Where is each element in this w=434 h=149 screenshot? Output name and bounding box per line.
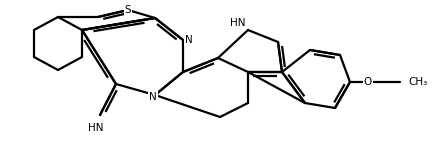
Text: HN: HN (230, 18, 246, 28)
Text: O: O (363, 77, 371, 87)
Text: CH₃: CH₃ (407, 77, 426, 87)
Text: N: N (149, 92, 157, 102)
Text: HN: HN (88, 123, 104, 133)
Text: S: S (125, 5, 131, 15)
Text: N: N (184, 35, 192, 45)
